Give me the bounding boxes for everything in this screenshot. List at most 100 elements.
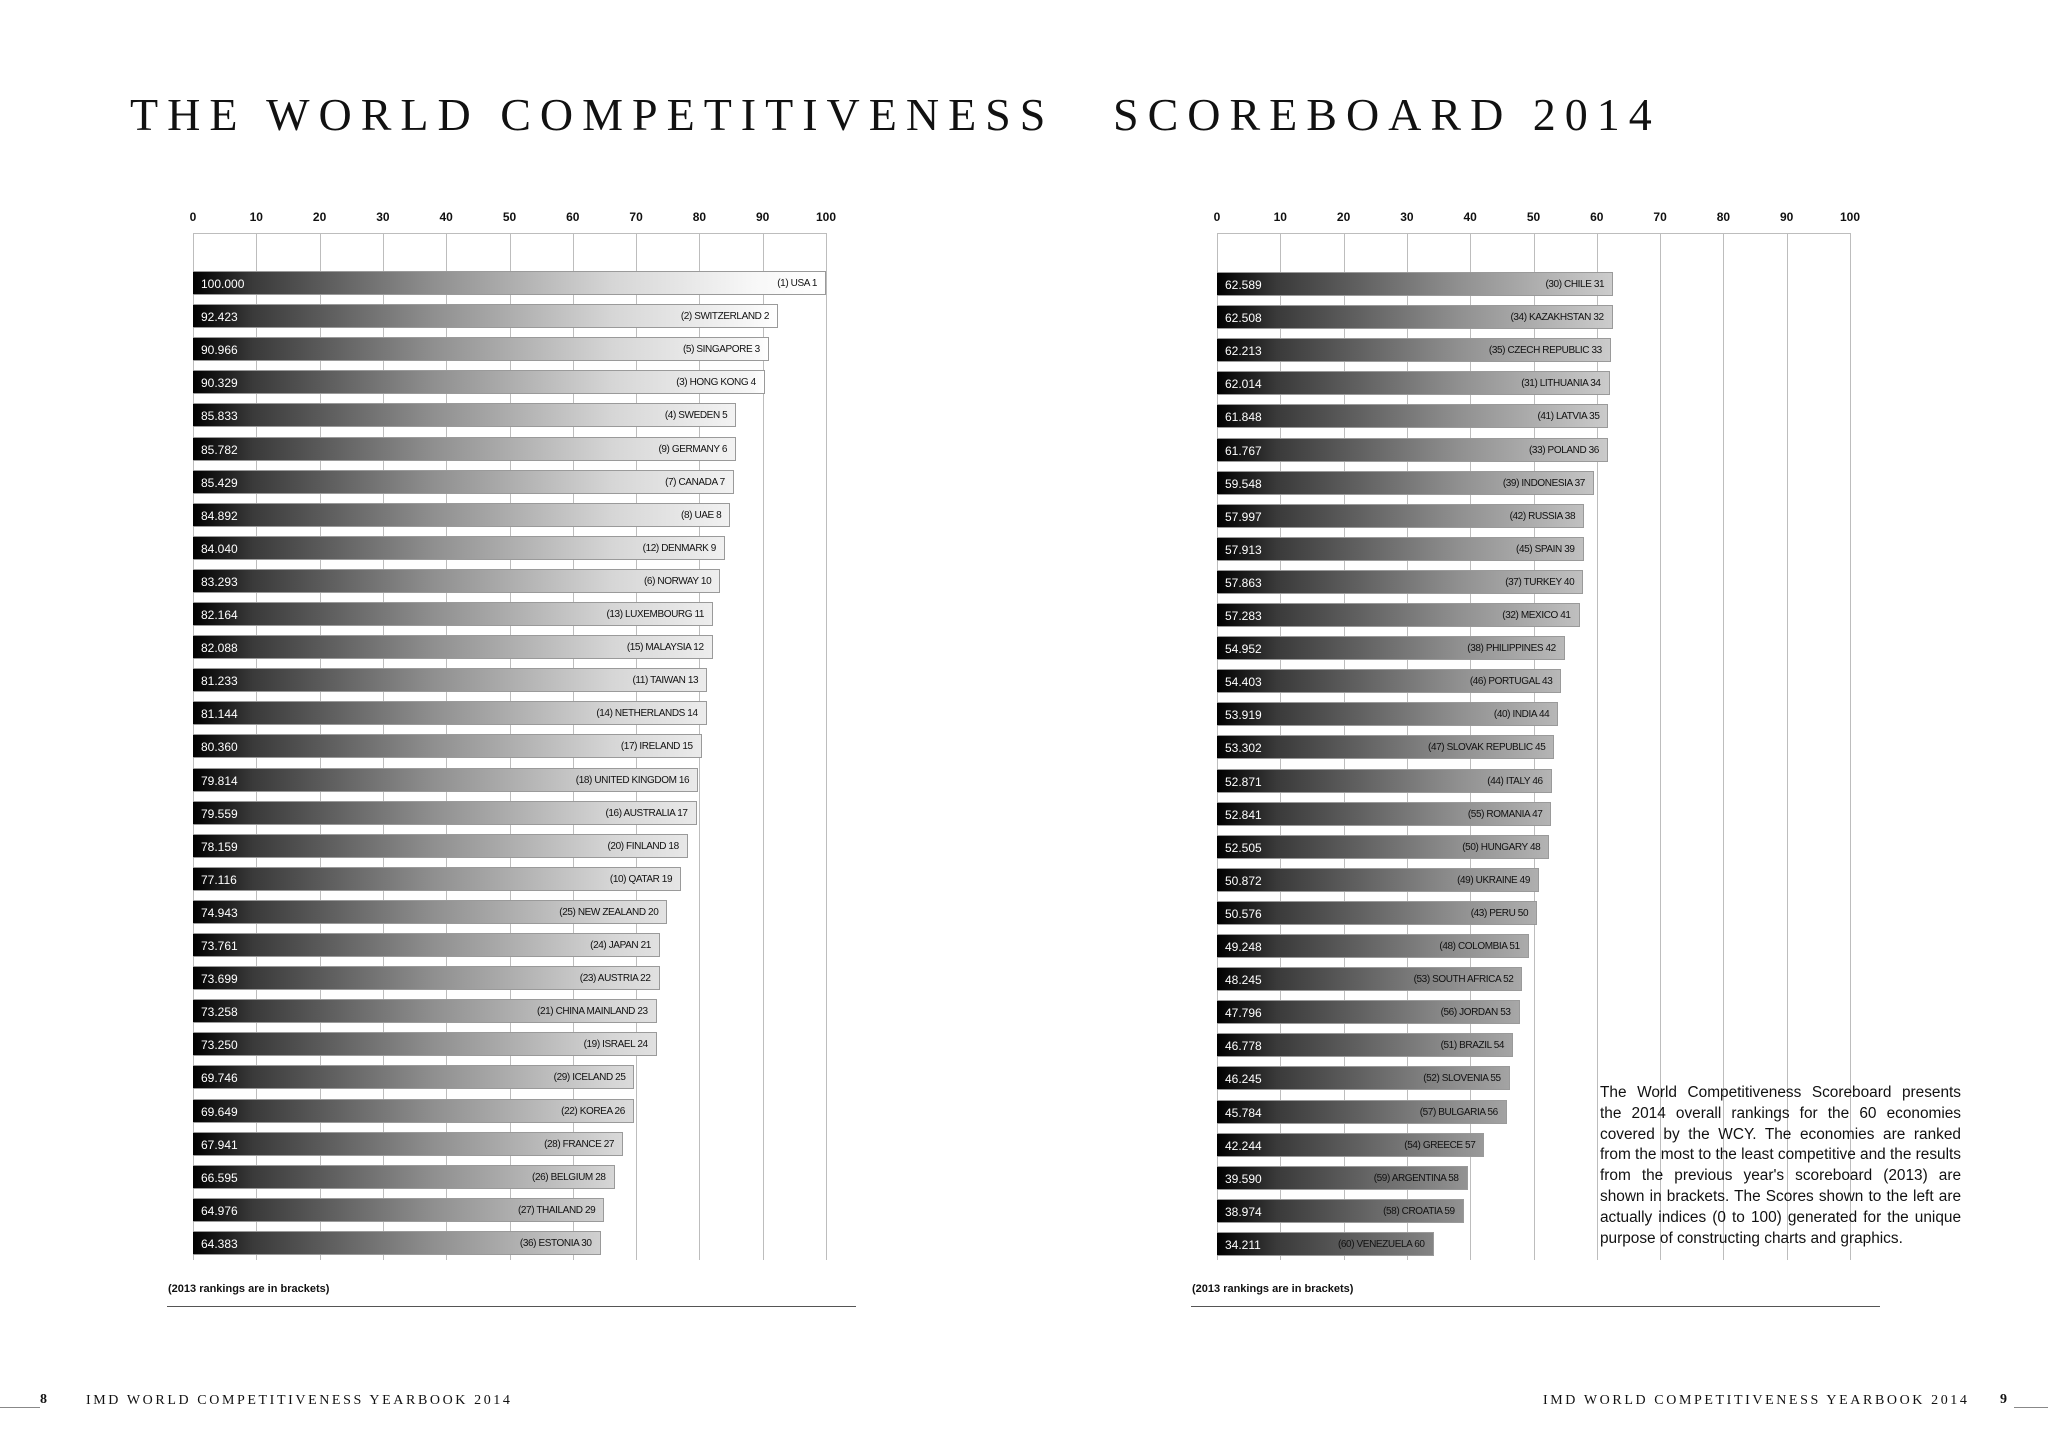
bar-score-label: 62.213	[1225, 344, 1262, 359]
bar-country-label: (57) BULGARIA 56	[1419, 1106, 1498, 1118]
bar: 66.595 (26) BELGIUM 28	[193, 1164, 615, 1189]
bar: 85.833 (4) SWEDEN 5	[193, 403, 737, 428]
bar-country-label: (54) GREECE 57	[1404, 1139, 1476, 1151]
bar: 92.423 (2) SWITZERLAND 2	[193, 304, 779, 329]
gridline	[1596, 233, 1598, 1260]
bar: 84.892 (8) UAE 8	[193, 502, 731, 527]
bar: 74.943 (25) NEW ZEALAND 20	[193, 899, 668, 924]
bar: 64.383 (36) ESTONIA 30	[193, 1230, 601, 1255]
bar-score-label: 52.505	[1225, 840, 1262, 855]
bar-country-label: (49) UKRAINE 49	[1457, 874, 1531, 886]
bar-score-label: 39.590	[1225, 1171, 1262, 1186]
bar-country-label: (15) MALAYSIA 12	[626, 642, 704, 654]
bar-score-label: 85.782	[201, 442, 238, 457]
bar: 59.548 (39) INDONESIA 37	[1217, 470, 1594, 495]
bar-score-label: 45.784	[1225, 1105, 1262, 1120]
bar-score-label: 57.913	[1225, 542, 1262, 557]
bar-score-label: 61.848	[1225, 410, 1262, 425]
bar: 69.649 (22) KOREA 26	[193, 1098, 634, 1123]
bar-country-label: (27) THAILAND 29	[517, 1204, 596, 1216]
bar: 57.997 (42) RUSSIA 38	[1217, 503, 1585, 528]
bar-score-label: 64.976	[201, 1203, 238, 1218]
bar: 69.746 (29) ICELAND 25	[193, 1065, 635, 1090]
x-tick-label: 40	[1463, 210, 1477, 224]
bar-country-label: (42) RUSSIA 38	[1509, 510, 1576, 522]
bar-country-label: (26) BELGIUM 28	[532, 1171, 606, 1183]
bar-score-label: 57.997	[1225, 509, 1262, 524]
bar-score-label: 46.778	[1225, 1039, 1262, 1054]
bar-score-label: 79.814	[201, 773, 238, 788]
bar-score-label: 69.746	[201, 1071, 238, 1086]
bar: 100.000 (1) USA 1	[193, 271, 826, 295]
bar: 79.814 (18) UNITED KINGDOM 16	[193, 767, 699, 792]
bar-score-label: 80.360	[201, 740, 238, 755]
bar-country-label: (25) NEW ZEALAND 20	[559, 906, 659, 918]
bar-score-label: 50.576	[1225, 906, 1262, 921]
bar-country-label: (18) UNITED KINGDOM 16	[575, 774, 690, 786]
bar: 73.761 (24) JAPAN 21	[193, 933, 660, 957]
bar-country-label: (53) SOUTH AFRICA 52	[1413, 974, 1514, 986]
bar-country-label: (31) LITHUANIA 34	[1521, 378, 1601, 390]
x-tick-label: 0	[189, 210, 197, 224]
x-tick-label: 100	[815, 210, 837, 224]
bar-country-label: (56) JORDAN 53	[1440, 1007, 1511, 1019]
bar: 61.848 (41) LATVIA 35	[1217, 404, 1609, 429]
footer-rule-left	[0, 1407, 40, 1408]
bar-country-label: (36) ESTONIA 30	[519, 1237, 592, 1249]
bar: 52.871 (44) ITALY 46	[1217, 768, 1552, 793]
bar-country-label: (3) HONG KONG 4	[676, 377, 756, 389]
bar: 84.040 (12) DENMARK 9	[193, 535, 725, 560]
bar-country-label: (52) SLOVENIA 55	[1423, 1073, 1501, 1085]
bar: 62.589 (30) CHILE 31	[1217, 272, 1614, 296]
bar: 57.283 (32) MEXICO 41	[1217, 603, 1580, 627]
x-tick-label: 80	[1716, 210, 1731, 224]
bar: 61.767 (33) POLAND 36	[1217, 437, 1608, 462]
bar-country-label: (38) PHILIPPINES 42	[1467, 643, 1556, 655]
bar-country-label: (4) SWEDEN 5	[664, 410, 728, 422]
bar: 82.088 (15) MALAYSIA 12	[193, 635, 713, 660]
bar-score-label: 48.245	[1225, 973, 1262, 988]
bar-country-label: (48) COLOMBIA 51	[1439, 941, 1520, 952]
bar-country-label: (32) MEXICO 41	[1502, 610, 1571, 621]
baseline-left	[167, 1306, 856, 1307]
bar-country-label: (11) TAIWAN 13	[632, 675, 699, 687]
bar: 64.976 (27) THAILAND 29	[193, 1197, 605, 1222]
bar-score-label: 53.919	[1225, 708, 1262, 723]
bar-score-label: 54.403	[1225, 675, 1262, 690]
bar: 46.778 (51) BRAZIL 54	[1217, 1033, 1514, 1058]
bar-score-label: 59.548	[1225, 476, 1262, 491]
bar: 82.164 (13) LUXEMBOURG 11	[193, 602, 714, 626]
bar-score-label: 79.559	[201, 806, 238, 821]
bar-country-label: (20) FINLAND 18	[607, 840, 679, 852]
bar: 57.863 (37) TURKEY 40	[1217, 569, 1584, 594]
bar-score-label: 67.941	[201, 1137, 238, 1152]
bar-country-label: (23) AUSTRIA 22	[579, 973, 651, 985]
bar: 62.213 (35) CZECH REPUBLIC 33	[1217, 338, 1611, 363]
x-tick-label: 60	[566, 210, 580, 224]
bar-country-label: (2) SWITZERLAND 2	[680, 311, 770, 323]
bar-country-label: (55) ROMANIA 47	[1467, 808, 1543, 820]
footnote-right: (2013 rankings are in brackets)	[1192, 1283, 1354, 1295]
bar-score-label: 50.872	[1225, 873, 1262, 888]
gridline	[826, 233, 827, 1260]
footer-rule-right	[2014, 1407, 2048, 1408]
bar: 52.841 (55) ROMANIA 47	[1217, 801, 1552, 826]
bar: 50.872 (49) UKRAINE 49	[1217, 867, 1540, 892]
bar-score-label: 82.088	[201, 641, 238, 656]
bar-score-label: 34.211	[1225, 1237, 1261, 1252]
bar-score-label: 52.841	[1225, 807, 1262, 822]
page-number-left: 8	[40, 1392, 47, 1407]
bar-score-label: 81.144	[201, 707, 238, 722]
bar: 73.258 (21) CHINA MAINLAND 23	[193, 999, 657, 1024]
bar-country-label: (50) HUNGARY 48	[1462, 841, 1541, 853]
bar-country-label: (46) PORTUGAL 43	[1469, 676, 1553, 688]
bar: 52.505 (50) HUNGARY 48	[1217, 834, 1550, 859]
bar: 81.144 (14) NETHERLANDS 14	[193, 701, 707, 726]
bar-country-label: (9) GERMANY 6	[658, 443, 727, 455]
bar-country-label: (39) INDONESIA 37	[1502, 477, 1586, 489]
bar-country-label: (22) KOREA 26	[561, 1105, 625, 1117]
x-tick-label: 40	[439, 210, 453, 224]
bar-score-label: 66.595	[201, 1170, 238, 1185]
bar: 54.952 (38) PHILIPPINES 42	[1217, 636, 1565, 661]
bar-score-label: 90.329	[201, 376, 238, 391]
